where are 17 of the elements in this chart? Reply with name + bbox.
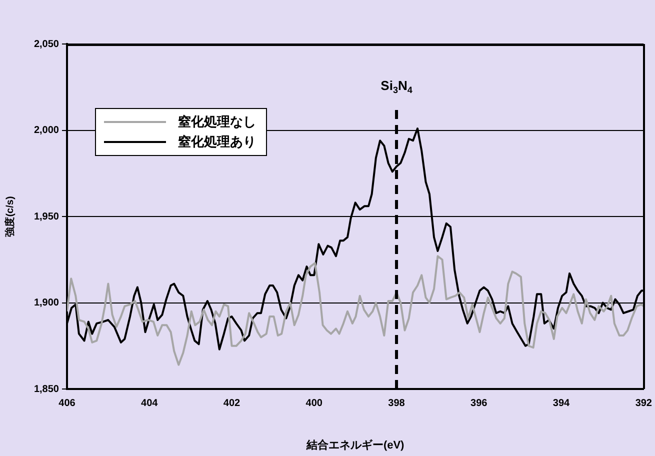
x-tick-label: 400	[306, 398, 323, 409]
y-axis-title: 強度(c/s)	[4, 196, 16, 237]
y-tick-label: 1,900	[34, 298, 60, 308]
legend-label: 窒化処理なし	[178, 113, 256, 131]
legend-label: 窒化処理あり	[178, 133, 256, 151]
y-tick-label: 1,950	[34, 211, 60, 222]
x-tick-label: 396	[470, 398, 488, 409]
y-tick-label: 1,850	[34, 384, 60, 395]
x-tick-label: 404	[141, 398, 158, 409]
x-tick-label: 406	[58, 398, 76, 409]
x-tick-label: 402	[223, 398, 241, 409]
x-tick-label: 394	[552, 398, 570, 409]
y-tick-label: 2,000	[34, 125, 60, 136]
x-tick-label: 392	[635, 398, 652, 409]
x-tick-label: 398	[388, 398, 406, 409]
y-tick-label: 2,050	[34, 38, 60, 50]
x-axis-title: 結合エネルギー(eV)	[305, 438, 405, 452]
